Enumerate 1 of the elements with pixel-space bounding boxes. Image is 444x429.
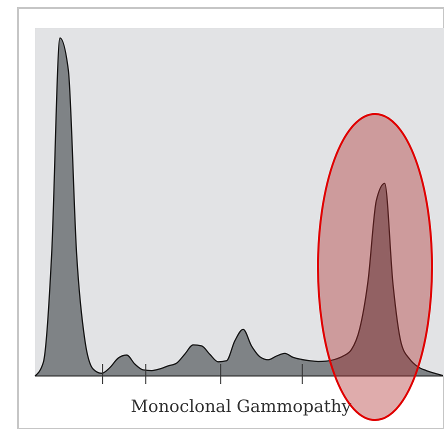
x-axis-title: Monoclonal Gammopathy [130, 397, 352, 417]
